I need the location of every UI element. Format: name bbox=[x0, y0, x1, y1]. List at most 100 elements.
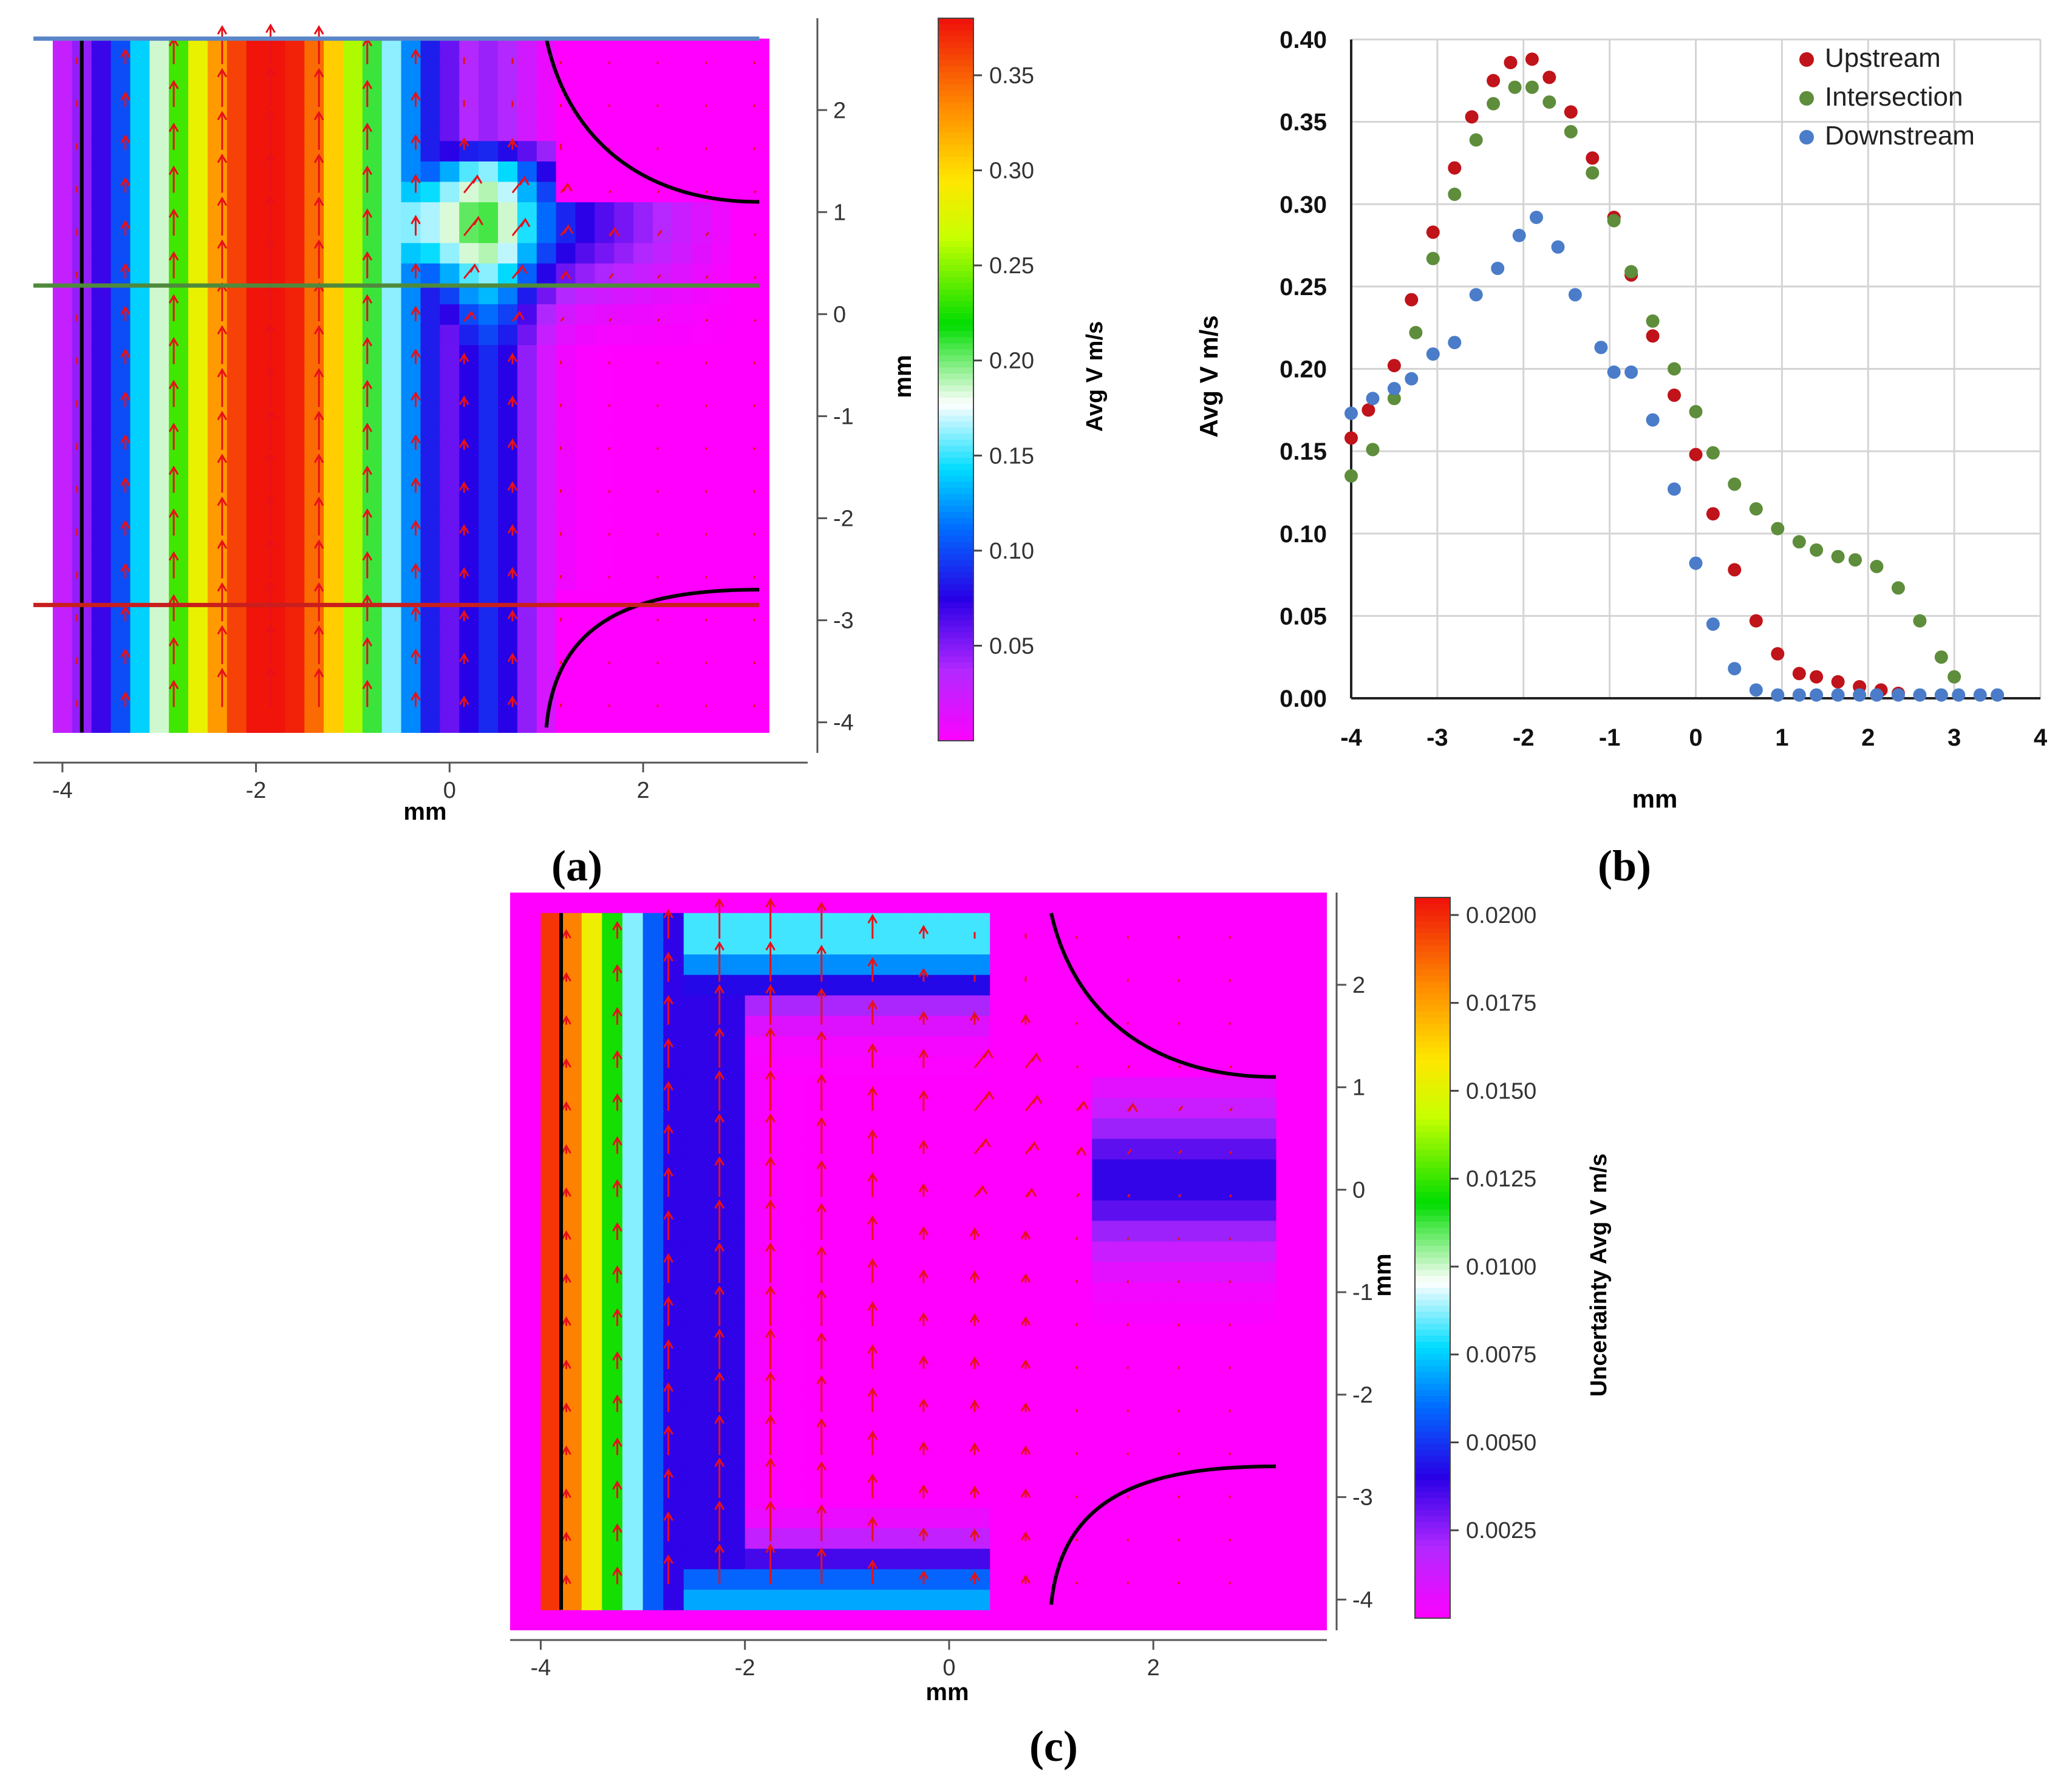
heatmap-cell bbox=[1133, 1282, 1154, 1303]
heatmap-cell bbox=[642, 1159, 664, 1180]
velocity-vector-head bbox=[867, 1086, 878, 1096]
heatmap-cell bbox=[1071, 1240, 1092, 1262]
heatmap-cell bbox=[595, 344, 615, 366]
heatmap-cell bbox=[1215, 913, 1236, 934]
velocity-vector-head bbox=[561, 1273, 571, 1283]
heatmap-cell bbox=[581, 1486, 602, 1508]
heatmap-cell bbox=[867, 975, 888, 996]
velocity-vector-head bbox=[816, 1245, 827, 1256]
panel-b-y-axis-label: Avg V m/s bbox=[1194, 315, 1223, 438]
heatmap-cell bbox=[1071, 1036, 1092, 1057]
heatmap-cell bbox=[653, 242, 673, 264]
heatmap-cell bbox=[561, 1159, 582, 1180]
heatmap-cell bbox=[683, 1528, 704, 1549]
heatmap-cell bbox=[1173, 1282, 1194, 1303]
heatmap-cell bbox=[188, 181, 208, 203]
heatmap-cell bbox=[343, 120, 363, 141]
heatmap-cell bbox=[1153, 1282, 1174, 1303]
heatmap-cell bbox=[381, 365, 402, 386]
heatmap-cell bbox=[908, 1589, 929, 1610]
heatmap-cell bbox=[440, 79, 460, 100]
velocity-vector-head bbox=[507, 438, 518, 448]
velocity-vector-head bbox=[1032, 1094, 1043, 1104]
heatmap-cell bbox=[672, 120, 692, 141]
heatmap-cell bbox=[169, 120, 189, 141]
heatmap-cell bbox=[556, 548, 576, 570]
heatmap-cell bbox=[188, 569, 208, 590]
heatmap-cell bbox=[381, 242, 402, 264]
heatmap-cell bbox=[561, 1097, 582, 1118]
heatmap-cell bbox=[265, 38, 285, 60]
heatmap-cell bbox=[324, 161, 344, 182]
heatmap-cell bbox=[929, 1446, 950, 1467]
heatmap-cell bbox=[381, 446, 402, 468]
heatmap-cell bbox=[642, 1302, 664, 1324]
colorbar-segment bbox=[1415, 1570, 1450, 1577]
heatmap-cell bbox=[672, 712, 692, 733]
heatmap-cell bbox=[730, 181, 750, 203]
colorbar-segment bbox=[938, 704, 973, 712]
heatmap-cell bbox=[724, 913, 746, 934]
heatmap-cell bbox=[614, 548, 634, 570]
heatmap-cell bbox=[227, 671, 247, 692]
velocity-vector bbox=[754, 233, 757, 236]
heatmap-cell bbox=[536, 426, 557, 448]
heatmap-cell bbox=[745, 1220, 766, 1242]
heatmap-cell bbox=[517, 386, 537, 407]
heatmap-cell bbox=[111, 630, 131, 652]
heatmap-cell bbox=[683, 1057, 704, 1078]
heatmap-cell bbox=[324, 650, 344, 672]
heatmap-cell bbox=[765, 1568, 786, 1590]
colorbar-segment bbox=[1415, 1390, 1450, 1397]
velocity-vector-head bbox=[1020, 1359, 1031, 1369]
data-point-intersection bbox=[1564, 124, 1578, 138]
heatmap-cell bbox=[749, 467, 769, 488]
heatmap-cell bbox=[929, 1364, 950, 1385]
heatmap-cell bbox=[785, 975, 807, 996]
heatmap-cell bbox=[990, 1097, 1011, 1118]
data-point-intersection bbox=[1948, 670, 1961, 684]
velocity-vector-head bbox=[765, 1199, 775, 1209]
heatmap-cell bbox=[1051, 1077, 1072, 1098]
heatmap-cell bbox=[575, 446, 595, 468]
heatmap-cell bbox=[265, 548, 285, 570]
heatmap-cell bbox=[440, 467, 460, 488]
heatmap-cell bbox=[711, 569, 731, 590]
heatmap-cell bbox=[724, 1548, 746, 1570]
y-tick-label: 0 bbox=[1352, 1177, 1365, 1203]
heatmap-cell bbox=[663, 1486, 684, 1508]
heatmap-cell bbox=[207, 263, 228, 284]
heatmap-cell bbox=[653, 161, 673, 182]
heatmap-cell bbox=[826, 1179, 848, 1200]
velocity-vector bbox=[1229, 1107, 1233, 1112]
heatmap-cell bbox=[91, 386, 112, 407]
heatmap-cell bbox=[691, 304, 712, 325]
heatmap-cell bbox=[1031, 1486, 1052, 1508]
heatmap-cell bbox=[806, 1425, 827, 1446]
heatmap-cell bbox=[765, 1179, 786, 1200]
heatmap-cell bbox=[888, 1097, 909, 1118]
colorbar-segment bbox=[938, 102, 973, 109]
colorbar-segment bbox=[1415, 1480, 1450, 1487]
heatmap-cell bbox=[362, 426, 383, 448]
heatmap-cell bbox=[227, 79, 247, 100]
y-tick-label: 1 bbox=[833, 200, 846, 225]
heatmap-cell bbox=[749, 181, 769, 203]
heatmap-cell bbox=[653, 365, 673, 386]
heatmap-cell bbox=[498, 100, 518, 121]
heatmap-cell bbox=[556, 630, 576, 652]
heatmap-cell bbox=[1051, 1364, 1072, 1385]
velocity-vector-head bbox=[867, 1043, 878, 1053]
velocity-vector-head bbox=[765, 1500, 775, 1510]
heatmap-cell bbox=[622, 1097, 644, 1118]
velocity-vector-head bbox=[168, 294, 179, 304]
heatmap-cell bbox=[304, 446, 324, 468]
heatmap-cell bbox=[575, 548, 595, 570]
heatmap-cell bbox=[1235, 1179, 1256, 1200]
heatmap-cell bbox=[1173, 975, 1194, 996]
colorbar-segment bbox=[1415, 1414, 1450, 1421]
colorbar-segment bbox=[938, 608, 973, 615]
heatmap-cell bbox=[1153, 1138, 1174, 1160]
colorbar-segment bbox=[938, 66, 973, 73]
colorbar-segment bbox=[1415, 1318, 1450, 1325]
